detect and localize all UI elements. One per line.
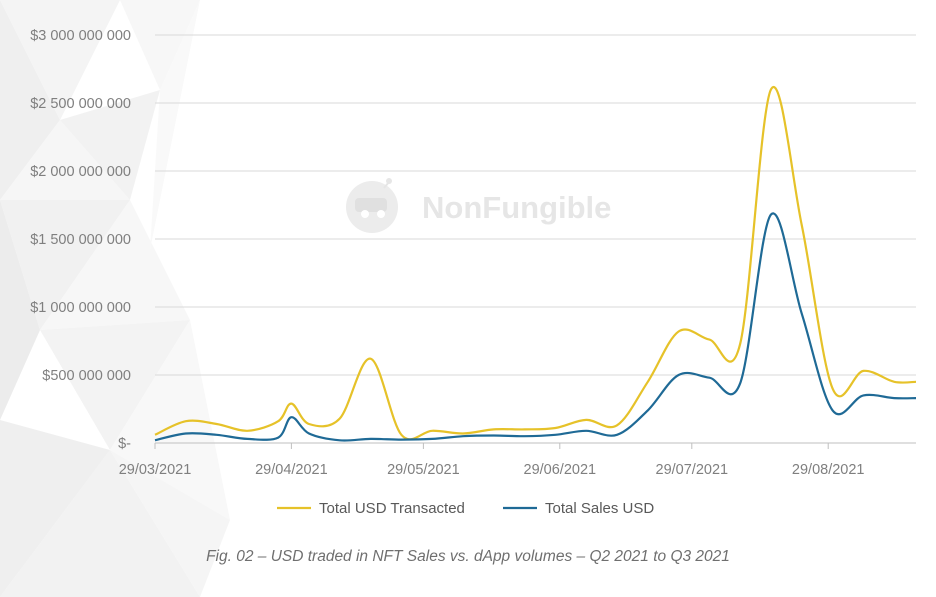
- legend-item-sales: Total Sales USD: [503, 500, 654, 517]
- x-tick-label: 29/06/2021: [524, 462, 597, 478]
- y-tick-label: $-: [118, 436, 131, 452]
- grid: [155, 34, 916, 444]
- series-line-transacted: [154, 85, 917, 441]
- x-tick-label: 29/05/2021: [387, 462, 460, 478]
- y-axis-ticks: $- $500 000 000 $1 000 000 000 $1 500 000 0…: [30, 28, 131, 452]
- y-tick-label: $2 000 000 000: [30, 164, 131, 180]
- y-tick-label: $2 500 000 000: [30, 96, 131, 112]
- x-tick-label: 29/07/2021: [656, 462, 729, 478]
- y-tick-label: $1 500 000 000: [30, 232, 131, 248]
- figure-caption: Fig. 02 – USD traded in NFT Sales vs. dA…: [206, 548, 730, 565]
- series-line-sales: [154, 212, 917, 442]
- series-lines: [154, 85, 917, 442]
- legend: Total USD Transacted Total Sales USD: [277, 500, 654, 517]
- watermark-text: NonFungible: [422, 190, 611, 225]
- legend-item-transacted: Total USD Transacted: [277, 500, 465, 517]
- legend-label-sales: Total Sales USD: [545, 500, 654, 517]
- x-tick-label: 29/08/2021: [792, 462, 865, 478]
- y-tick-label: $500 000 000: [42, 368, 131, 384]
- x-axis-ticks: 29/03/2021 29/04/2021 29/05/2021 29/06/2021…: [119, 443, 865, 478]
- y-tick-label: $1 000 000 000: [30, 300, 131, 316]
- x-tick-label: 29/04/2021: [255, 462, 328, 478]
- legend-label-transacted: Total USD Transacted: [319, 500, 465, 517]
- watermark: NonFungible: [346, 178, 611, 233]
- x-tick-label: 29/03/2021: [119, 462, 192, 478]
- nonfungible-logo-icon: [346, 178, 398, 233]
- y-tick-label: $3 000 000 000: [30, 28, 131, 44]
